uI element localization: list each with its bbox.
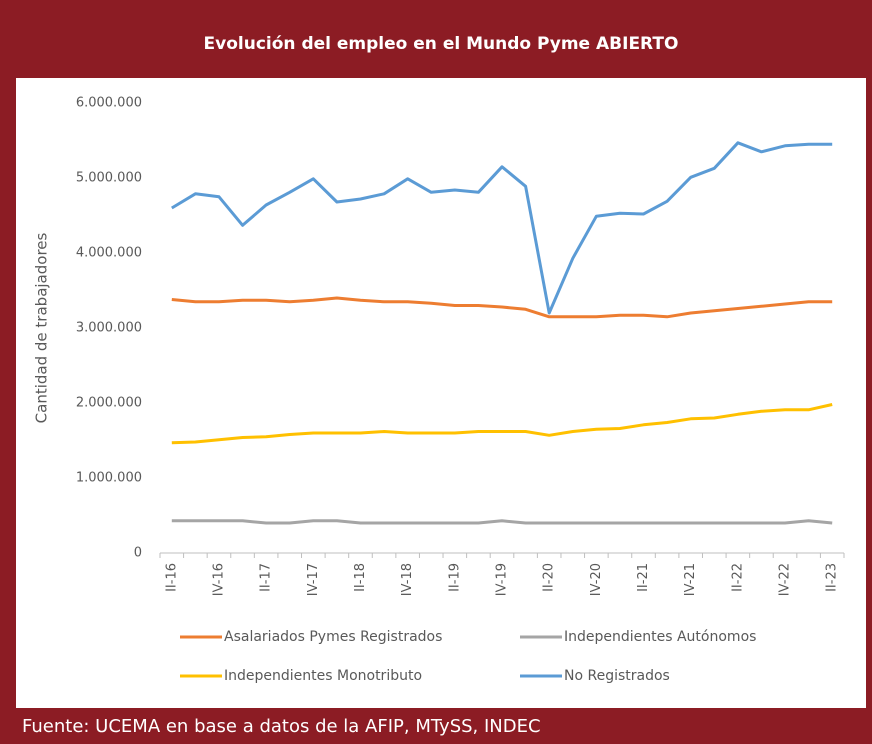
x-tick-label: II-16: [164, 563, 179, 592]
series-line: [171, 519, 833, 525]
series-line: [171, 403, 833, 445]
y-tick-label: 3.000.000: [76, 321, 142, 336]
y-tick-label: 4.000.000: [76, 246, 142, 261]
source-note: Fuente: UCEMA en base a datos de la AFIP…: [22, 716, 541, 737]
x-tick-label: II-23: [825, 563, 840, 592]
x-tick-label: II-22: [730, 563, 745, 592]
x-tick-label: II-19: [447, 563, 462, 592]
series-line: [171, 141, 833, 315]
y-tick-label: 1.000.000: [76, 471, 142, 486]
legend-label: No Registrados: [564, 668, 670, 684]
x-tick-label: IV-21: [683, 563, 698, 596]
x-tick-label: IV-20: [589, 563, 604, 596]
x-tick-label: II-18: [353, 563, 368, 592]
x-tick-label: IV-19: [495, 563, 510, 596]
x-tick-label: IV-18: [400, 563, 415, 596]
plot-background: [16, 78, 866, 708]
y-axis-label: Cantidad de trabajadores: [33, 233, 51, 424]
legend-label: Asalariados Pymes Registrados: [224, 629, 442, 645]
chart-title: Evolución del empleo en el Mundo Pyme AB…: [204, 34, 679, 54]
y-tick-label: 2.000.000: [76, 396, 142, 411]
legend-label: Independientes Monotributo: [224, 668, 422, 684]
series-line: [171, 296, 833, 319]
x-tick-label: II-17: [259, 563, 274, 592]
legend-label: Independientes Autónomos: [564, 629, 756, 645]
y-tick-label: 0: [134, 546, 142, 561]
x-tick-label: IV-16: [211, 563, 226, 596]
x-tick-label: II-21: [636, 563, 651, 592]
x-tick-label: II-20: [542, 563, 557, 592]
y-tick-label: 6.000.000: [76, 96, 142, 111]
y-tick-label: 5.000.000: [76, 171, 142, 186]
x-tick-label: IV-22: [778, 563, 793, 596]
x-tick-label: IV-17: [306, 563, 321, 596]
